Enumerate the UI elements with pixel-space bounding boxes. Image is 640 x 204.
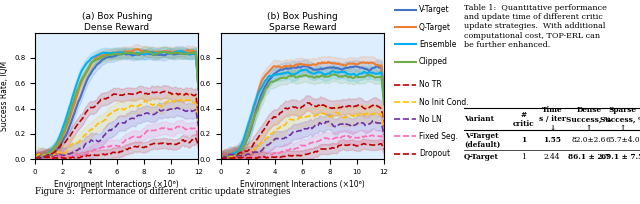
Text: No TR: No TR [419,80,442,89]
Text: V-Target
(default): V-Target (default) [464,132,500,149]
Title: (b) Box Pushing
Sparse Reward: (b) Box Pushing Sparse Reward [267,12,338,32]
Text: 69.1 ± 7.5: 69.1 ± 7.5 [601,153,640,161]
Text: Table 1:  Quantitative performance
and update time of different critic
update st: Table 1: Quantitative performance and up… [464,4,607,49]
Title: (a) Box Pushing
Dense Reward: (a) Box Pushing Dense Reward [81,12,152,32]
Text: Ensemble: Ensemble [419,40,456,49]
Text: 82.0±2.6: 82.0±2.6 [572,136,606,144]
X-axis label: Environment Interactions (×10⁶): Environment Interactions (×10⁶) [240,180,365,189]
Y-axis label: Success Rate, IQM: Success Rate, IQM [0,61,9,131]
Text: 1.55: 1.55 [543,136,561,144]
Text: 1: 1 [522,153,526,161]
Text: #
critic: # critic [513,111,534,128]
Text: 2.44: 2.44 [544,153,560,161]
Text: Q-Target: Q-Target [419,23,451,32]
Text: V-Target: V-Target [419,6,449,14]
Text: Dense
Success, %
↑: Dense Success, % ↑ [566,106,611,132]
Text: Sparse
Success, %
↑: Sparse Success, % ↑ [600,106,640,132]
Text: Clipped: Clipped [419,57,448,66]
Text: Time
s / iter
↓: Time s / iter ↓ [539,106,565,132]
Text: Fixed Seg.: Fixed Seg. [419,132,458,141]
Text: Dropout: Dropout [419,149,450,158]
Text: No LN: No LN [419,115,442,124]
Text: Q-Target: Q-Target [464,153,499,161]
Text: Variant: Variant [464,115,494,123]
Text: 86.1 ± 2.7: 86.1 ± 2.7 [568,153,610,161]
Text: Figure 5:  Performance of different critic update strategies: Figure 5: Performance of different criti… [35,187,291,196]
Text: No Init Cond.: No Init Cond. [419,98,468,106]
Text: 65.7±4.0: 65.7±4.0 [605,136,640,144]
Text: 1: 1 [521,136,527,144]
X-axis label: Environment Interactions (×10⁶): Environment Interactions (×10⁶) [54,180,179,189]
